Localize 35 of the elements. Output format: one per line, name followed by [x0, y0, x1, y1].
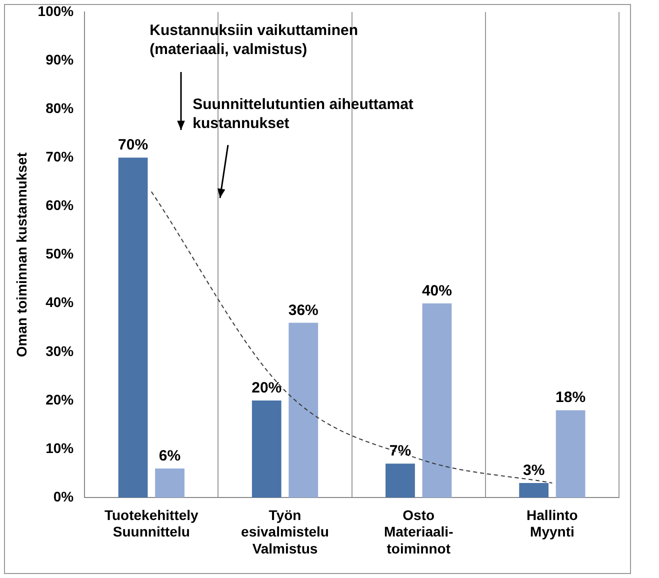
bar: [155, 468, 184, 498]
text: 70%: [118, 136, 148, 154]
y-tick-label: 60%: [46, 197, 74, 214]
annotation: Suunnittelutuntien aiheuttamat kustannukset: [192, 96, 414, 132]
bar: [422, 303, 452, 498]
line-series: [150, 191, 553, 484]
x-tick-label: Hallinto Myynti: [526, 506, 578, 540]
bar: [519, 483, 549, 498]
y-tick-label: 10%: [46, 440, 74, 456]
bar: [386, 464, 415, 498]
bar: [118, 158, 148, 498]
x-tick-label: Osto Materiaali- toiminnot: [384, 506, 454, 556]
text: 18%: [556, 389, 586, 406]
x-tick-label: Tuotekehittely Suunnittelu: [104, 506, 199, 540]
text: 7%: [389, 442, 412, 460]
text: 6%: [158, 447, 181, 464]
bar: [252, 400, 282, 498]
y-axis-title: Oman toiminnan kustannukset: [13, 152, 30, 358]
y-tick-label: 80%: [46, 100, 74, 116]
y-tick-label: 0%: [53, 488, 74, 504]
y-tick-label: 30%: [46, 342, 74, 359]
annotation: Kustannuksiin vaikuttaminen (materiaali, valmistus): [150, 22, 358, 58]
text: 40%: [422, 282, 452, 300]
x-tick-label: Työn esivalmistelu Valmistus: [241, 506, 329, 556]
y-tick-label: 100%: [38, 2, 74, 19]
text: 20%: [252, 379, 282, 396]
bar: [288, 322, 318, 498]
text: 3%: [522, 462, 545, 480]
y-tick-label: 40%: [46, 294, 74, 310]
y-tick-label: 90%: [46, 51, 74, 68]
bar: [556, 410, 586, 498]
y-tick-label: 70%: [46, 148, 74, 165]
y-tick-label: 20%: [46, 391, 74, 408]
y-tick-label: 50%: [46, 246, 74, 262]
text: 36%: [288, 302, 318, 319]
